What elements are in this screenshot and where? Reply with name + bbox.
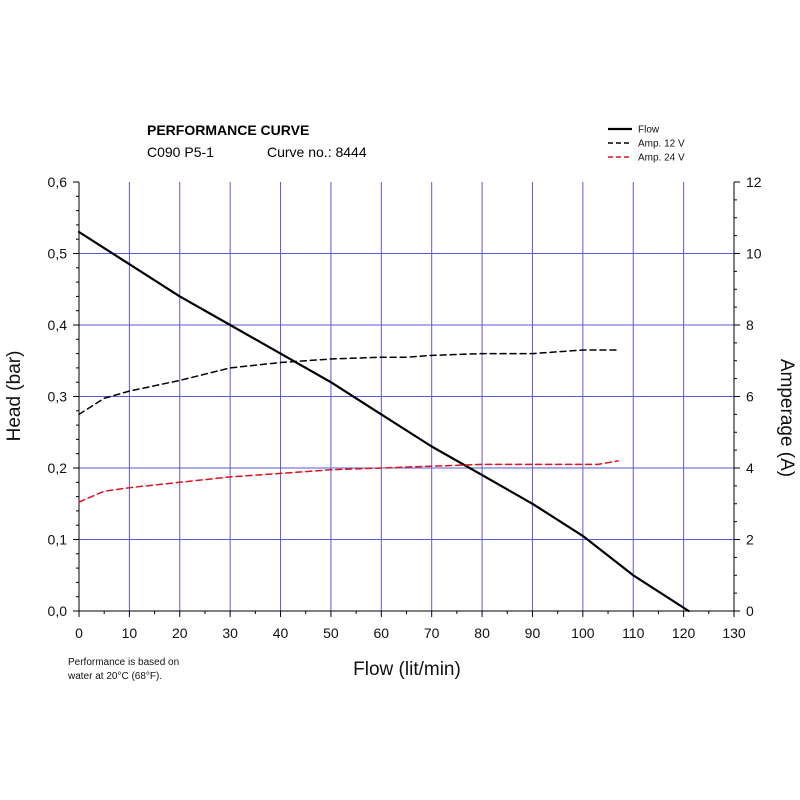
chart-title: PERFORMANCE CURVE [147, 122, 309, 138]
legend-label-amp-12-v: Amp. 12 V [638, 139, 685, 150]
y2-tick-label: 4 [746, 460, 754, 476]
y2-tick-label: 8 [746, 317, 754, 333]
x-tick-label: 40 [273, 625, 289, 641]
y-tick-label: 0,0 [48, 603, 68, 619]
grid [79, 182, 734, 611]
x-tick-label: 100 [571, 625, 595, 641]
series-line-amp-24-v [78, 460, 619, 503]
x-axis-ticks: 0 10 20 30 40 50 60 70 80 90 100 110 120 130 [75, 611, 746, 641]
x-tick-label: 20 [172, 625, 188, 641]
y2-tick-label: 0 [746, 603, 754, 619]
series-line-amp-12-v [78, 349, 619, 416]
footnote-line-1: Performance is based on [68, 657, 179, 668]
y-tick-label: 0,6 [48, 174, 68, 190]
series-line-flow [77, 230, 690, 613]
curve-number: Curve no.: 8444 [267, 144, 367, 160]
x-tick-label: 70 [424, 625, 440, 641]
y2-tick-label: 6 [746, 389, 754, 405]
legend-label-amp-24-v: Amp. 24 V [638, 153, 685, 164]
y-tick-label: 0,5 [48, 246, 68, 262]
legend-label-flow: Flow [638, 125, 660, 136]
y-axis-ticks: 0,0 0,1 0,2 0,3 0,4 0,5 0,6 [48, 174, 79, 619]
x-tick-label: 120 [672, 625, 696, 641]
legend: Flow Amp. 12 V Amp. 24 V [608, 125, 685, 164]
x-tick-label: 60 [374, 625, 390, 641]
y-tick-label: 0,4 [48, 317, 68, 333]
x-tick-label: 50 [323, 625, 339, 641]
x-tick-label: 130 [722, 625, 746, 641]
model-label: C090 P5-1 [147, 144, 214, 160]
y-axis-label: Head (bar) [4, 351, 25, 442]
footnote-line-2: water at 20°C (68°F). [67, 671, 162, 682]
y2-axis-label: Amperage (A) [776, 359, 797, 477]
y-tick-label: 0,1 [48, 532, 68, 548]
x-tick-label: 0 [75, 625, 83, 641]
x-tick-label: 110 [622, 625, 645, 641]
y2-tick-label: 2 [746, 532, 754, 548]
y-tick-label: 0,3 [48, 389, 68, 405]
x-tick-label: 90 [525, 625, 541, 641]
x-tick-label: 10 [122, 625, 138, 641]
series-lines [77, 230, 690, 613]
x-axis-label: Flow (lit/min) [353, 659, 461, 680]
y2-tick-label: 10 [746, 246, 762, 262]
y2-axis-ticks: 0 2 4 6 8 10 12 [734, 174, 762, 619]
y2-tick-label: 12 [746, 174, 762, 190]
x-tick-label: 30 [222, 625, 238, 641]
x-tick-label: 80 [474, 625, 490, 641]
y-tick-label: 0,2 [48, 460, 68, 476]
